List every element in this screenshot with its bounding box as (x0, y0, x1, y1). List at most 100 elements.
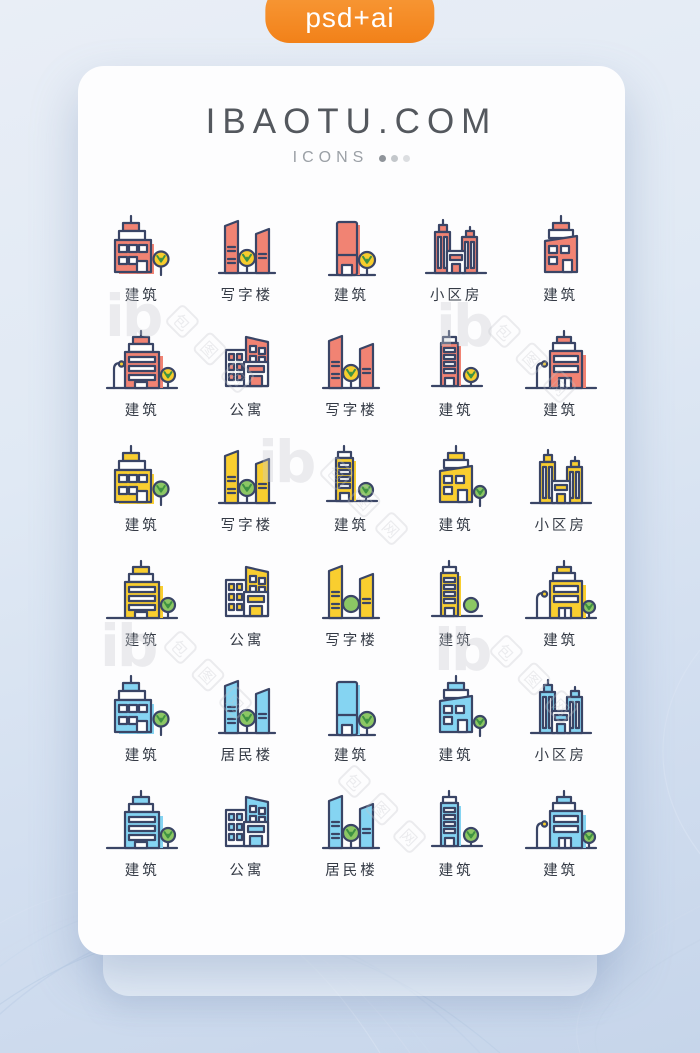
icon-cell: 建筑 (404, 557, 509, 672)
dot-icon (379, 154, 387, 162)
icon-cell: 写字楼 (195, 212, 300, 327)
icon-cell: 写字楼 (195, 442, 300, 557)
residential-complex-icon (529, 678, 592, 735)
office-twin-towers-icon (217, 219, 276, 275)
icon-cell: 建筑 (404, 787, 509, 902)
icon-label: 建筑 (333, 748, 369, 764)
icon-cell: 居民楼 (299, 787, 404, 902)
subtitle-row: ICONS (78, 149, 625, 167)
lamp-building-icon (524, 789, 597, 850)
office-twin-towers-icon (322, 334, 381, 390)
icon-label: 建筑 (333, 518, 369, 534)
icon-cell: 建筑 (90, 672, 195, 787)
icon-cell: 建筑 (299, 212, 404, 327)
icon-label: 公寓 (229, 863, 265, 879)
icon-label: 写字楼 (325, 403, 378, 419)
icon-label: 建筑 (438, 403, 474, 419)
lamp-building-icon (524, 559, 597, 620)
icon-label: 建筑 (543, 863, 579, 879)
tower-slab-icon (328, 220, 377, 277)
building-skew-top-icon (438, 444, 488, 508)
small-tower-icon (430, 329, 484, 388)
building-tiered-icon (114, 444, 170, 507)
icon-cell: 建筑 (508, 327, 613, 442)
icon-cell: 小区房 (404, 212, 509, 327)
icon-label: 建筑 (543, 403, 579, 419)
icon-label: 建筑 (124, 403, 160, 419)
office-twin-towers-icon (217, 679, 276, 735)
subtitle-dots-decoration (379, 154, 411, 162)
residential-complex-icon (424, 218, 488, 275)
site-title: IBAOTU.COM (205, 102, 498, 141)
tower-slab-icon (328, 680, 377, 737)
apartment-block-icon (224, 335, 269, 388)
icon-label: 居民楼 (325, 863, 378, 879)
icon-cell: 写字楼 (299, 327, 404, 442)
icon-label: 写字楼 (220, 518, 274, 534)
icon-label: 建筑 (438, 748, 474, 764)
icon-cell: 小区房 (508, 442, 613, 557)
icon-cell: 建筑 (508, 212, 613, 327)
lamp-building-icon (524, 329, 597, 390)
icon-cell: 建筑 (404, 672, 509, 787)
subtitle-label: ICONS (292, 149, 369, 166)
icon-label: 居民楼 (220, 748, 274, 764)
icon-label: 写字楼 (325, 633, 378, 649)
street-building-icon (106, 329, 179, 390)
icon-label: 建筑 (543, 288, 579, 304)
small-tower-icon (430, 789, 484, 848)
office-twin-towers-icon (322, 794, 381, 850)
icon-cell: 建筑 (404, 327, 509, 442)
icon-cell: 公寓 (195, 557, 300, 672)
small-tower-icon (326, 444, 379, 503)
street-building-icon (106, 789, 179, 850)
building-tiered-icon (114, 214, 170, 277)
format-badge: psd+ai (265, 0, 435, 43)
dot-icon (391, 154, 399, 162)
office-twin-towers-icon (322, 564, 381, 620)
icon-label: 小区房 (429, 288, 483, 304)
icon-label: 小区房 (534, 518, 587, 534)
icon-cell: 建筑 (90, 212, 195, 327)
icon-label: 建筑 (333, 288, 369, 304)
icon-label: 公寓 (229, 403, 265, 419)
apartment-block-icon (224, 795, 269, 848)
building-skew-top-icon (543, 214, 578, 274)
icon-cell: 公寓 (195, 327, 300, 442)
icon-cell: 写字楼 (299, 557, 404, 672)
building-tiered-icon (114, 674, 170, 737)
icon-cell: 居民楼 (195, 672, 300, 787)
residential-complex-icon (529, 448, 592, 505)
icon-label: 建筑 (438, 518, 474, 534)
icon-label: 建筑 (438, 863, 474, 879)
icon-label: 写字楼 (220, 288, 274, 304)
icon-label: 建筑 (124, 863, 160, 879)
icon-cell: 建筑 (90, 557, 195, 672)
icon-cell: 建筑 (404, 442, 509, 557)
icon-cell: 建筑 (90, 327, 195, 442)
apartment-block-icon (224, 565, 269, 618)
icon-label: 建筑 (124, 518, 160, 534)
icon-cell: 公寓 (195, 787, 300, 902)
icon-cell: 建筑 (299, 672, 404, 787)
icon-label: 建筑 (124, 633, 160, 649)
icon-sheet-card: IBAOTU.COM ICONS 建筑 写字楼 建筑 小区房 建筑 建筑 公寓 写字楼 建筑 建筑… (78, 66, 625, 955)
icon-label: 小区房 (534, 748, 587, 764)
icon-label: 建筑 (124, 748, 160, 764)
dot-icon (403, 154, 411, 162)
icon-cell: 建筑 (508, 787, 613, 902)
office-twin-towers-icon (217, 449, 276, 505)
icon-cell: 建筑 (90, 442, 195, 557)
icon-grid: 建筑 写字楼 建筑 小区房 建筑 建筑 公寓 写字楼 建筑 建筑 建筑 写字楼 建筑 建筑 小区房 建筑 公寓写… (90, 212, 613, 902)
icon-label: 公寓 (229, 633, 265, 649)
icon-cell: 小区房 (508, 672, 613, 787)
icon-cell: 建筑 (508, 557, 613, 672)
building-skew-top-icon (438, 674, 488, 738)
icon-label: 建筑 (543, 633, 579, 649)
small-tower-icon (430, 559, 484, 618)
street-building-icon (106, 559, 179, 620)
icon-label: 建筑 (438, 633, 474, 649)
icon-label: 建筑 (124, 288, 160, 304)
icon-cell: 建筑 (90, 787, 195, 902)
